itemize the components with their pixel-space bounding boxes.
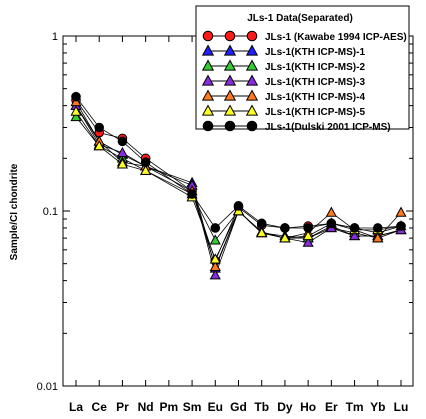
data-point-s7-gd [233,201,244,211]
legend-label-6: JLs-1(KTH ICP-MS)-5 [265,107,365,118]
legend-marker-2-2 [223,44,237,56]
legend-marker-1-2 [224,30,236,42]
data-point-s5-yb [372,232,384,243]
legend-marker-4-1 [201,74,215,86]
data-point-s4-ho [302,236,314,247]
data-point-s6-ce [93,140,105,151]
x-tick-label: Dy [277,400,293,414]
legend-marker-6-3 [245,104,259,116]
legend-label-5: JLs-1(KTH ICP-MS)-4 [265,92,365,103]
data-point-s6-tb [256,226,268,238]
data-point-s6-eu [209,253,221,264]
x-tick-label: Ce [92,400,108,414]
data-point-s7-ce [94,122,105,133]
x-tick-label: Er [325,400,338,414]
data-point-s7-lu [396,221,406,231]
data-point-s5-er [325,206,337,217]
legend-label-7: JLs-1(Dulski 2001 ICP-MS) [265,122,391,133]
legend-label-3: JLs-1(KTH ICP-MS)-2 [265,62,365,73]
data-point-s7-la [71,91,81,102]
data-point-s6-pr [116,158,129,169]
data-point-s7-tb [256,218,267,229]
legend: JLs-1 Data(Separated) JLs-1 (Kawabe 1994… [195,5,410,133]
data-point-s6-nd [140,164,152,175]
y-tick-label: 0.01 [37,381,58,393]
data-point-s6-ho [302,229,314,241]
x-tick-label: Tb [254,400,269,414]
legend-marker-7-1 [202,120,214,132]
legend-marker-3-2 [223,59,237,71]
x-tick-label: Eu [208,400,223,414]
x-tick-label: Pr [116,400,129,414]
x-tick-label: Sm [183,400,202,414]
axis-ticks: 0.01 0.1 1 La Ce Pr Nd Pm Sm Eu Gd Tb Dy Ho Er Tm Yb Lu [37,31,413,414]
data-point-s7-yb [372,223,383,233]
data-point-s6-la [70,105,82,116]
legend-marker-7-2 [224,120,236,132]
data-point-s7-eu [210,223,221,233]
legend-marker-7-3 [246,120,258,132]
x-tick-label: Yb [370,400,385,414]
legend-marker-6-2 [223,104,237,116]
y-axis-label: Sample/CI chondrite [9,163,20,260]
data-point-s7-er [326,218,337,229]
legend-marker-5-1 [201,89,215,101]
data-point-s3-eu [209,234,221,245]
legend-marker-3-1 [201,59,215,71]
x-tick-label: Gd [230,400,247,414]
data-point-s7-ho [303,223,313,233]
legend-marker-6-1 [201,104,215,116]
legend-marker-2-1 [201,44,215,56]
data-point-s4-tm [348,229,361,241]
x-tick-label: Tm [346,400,364,414]
legend-marker-2-3 [245,44,259,56]
data-point-s7-nd [140,157,151,168]
legend-title: JLs-1 Data(Separated) [247,13,353,24]
legend-label-4: JLs-1(KTH ICP-MS)-3 [265,77,365,88]
legend-marker-5-3 [245,89,259,101]
data-point-s7-dy [280,223,290,233]
x-tick-label: Pm [160,400,179,414]
legend-marker-4-2 [223,74,237,86]
x-tick-label: La [69,400,83,414]
data-point-s5-eu [209,260,221,271]
x-tick-label: Nd [138,400,154,414]
data-point-s4-eu [209,269,221,280]
data-point-s7-pr [117,136,128,147]
series-markers [70,91,407,280]
y-tick-label: 1 [52,31,58,43]
data-point-s6-dy [279,232,291,243]
x-tick-label: Lu [394,400,409,414]
legend-label-1: JLs-1 (Kawabe 1994 ICP-AES) [265,32,407,43]
data-point-s3-la [70,110,82,122]
data-point-s7-sm [187,189,197,199]
data-point-s5-lu [395,206,407,217]
y-tick-label: 0.1 [43,206,58,218]
x-tick-label: Ho [300,400,316,414]
legend-marker-3-3 [245,59,259,71]
legend-label-2: JLs-1(KTH ICP-MS)-1 [265,47,365,58]
data-point-s7-tm [349,223,360,233]
legend-marker-1-3 [246,30,258,42]
legend-marker-4-3 [245,74,259,86]
legend-marker-5-2 [223,89,237,101]
legend-marker-1-1 [202,30,214,42]
